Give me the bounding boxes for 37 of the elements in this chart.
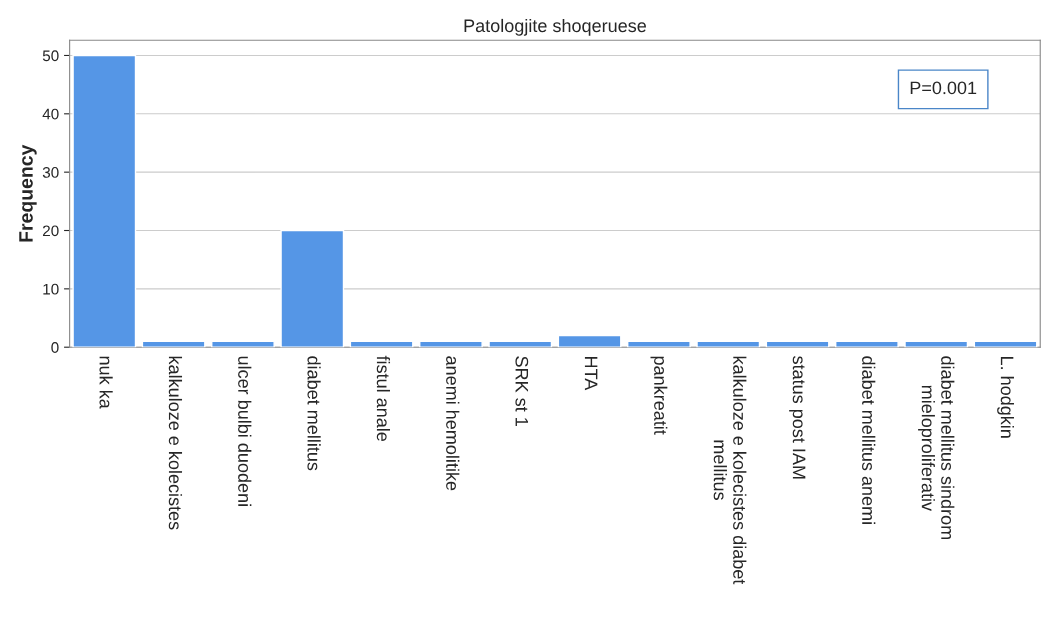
x-tick-label: kalkuloze e kolecistes xyxy=(168,356,183,530)
x-tick-label: nuk ka xyxy=(99,356,113,409)
y-axis-title: Frequency xyxy=(19,144,37,242)
bar xyxy=(488,340,553,348)
y-tick-label: 50 xyxy=(42,50,59,62)
bar xyxy=(280,229,345,348)
bar xyxy=(349,340,414,348)
bar xyxy=(627,340,691,348)
x-tick-label: anemi hemolitike xyxy=(446,356,460,491)
x-tick-label: fistul anale xyxy=(376,355,391,442)
x-tick-label: pankreatit xyxy=(650,356,668,435)
x-tick-label: kalkuloze e kolecistes diabet mellitus xyxy=(713,356,747,585)
annotation: P=0.001 xyxy=(910,81,977,95)
bar xyxy=(973,340,1038,348)
x-tick-label: diabet mellitus xyxy=(307,356,321,471)
bar xyxy=(557,334,622,348)
bar xyxy=(835,340,899,348)
bar xyxy=(696,340,761,348)
bar xyxy=(211,340,275,348)
x-tick-label: L. hodgkin xyxy=(997,357,1014,438)
x-tick-label: diabet mellitus sindrom mieloproliferativ xyxy=(918,356,955,539)
bar xyxy=(904,340,969,348)
y-tick-label: 30 xyxy=(42,167,59,178)
chart-title: Patologjite shoqeruese xyxy=(464,18,646,36)
y-tick-label: 10 xyxy=(43,283,59,295)
bar xyxy=(419,340,483,348)
x-tick-label: diabet mellitus anemi xyxy=(862,356,876,524)
x-tick-label: status post IAM xyxy=(789,356,806,479)
y-tick-label: 0 xyxy=(51,342,59,353)
bar xyxy=(141,340,206,348)
x-tick-label: ulcer bulbi duodeni xyxy=(238,356,252,506)
y-tick-label: 20 xyxy=(42,225,59,237)
x-tick-label: HTA xyxy=(584,357,598,391)
bar xyxy=(72,54,137,348)
bar xyxy=(765,340,830,348)
y-tick-label: 40 xyxy=(42,108,59,120)
x-tick-label: SRK st 1 xyxy=(515,356,529,426)
